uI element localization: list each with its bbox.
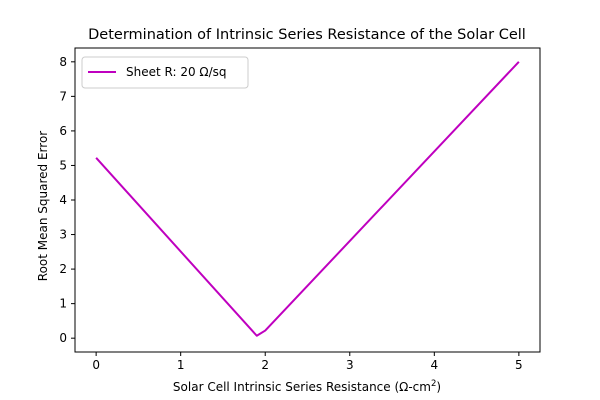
legend-label: Sheet R: 20 Ω/sq xyxy=(126,65,227,79)
chart-title: Determination of Intrinsic Series Resist… xyxy=(88,27,526,43)
y-tick-label: 7 xyxy=(59,89,67,103)
y-tick-label: 6 xyxy=(59,124,67,138)
x-tick-label: 3 xyxy=(346,358,354,372)
y-tick-label: 8 xyxy=(59,55,67,69)
legend: Sheet R: 20 Ω/sq xyxy=(81,56,249,89)
x-axis-label: Solar Cell Intrinsic Series Resistance (… xyxy=(173,379,441,394)
axes-frame xyxy=(74,47,541,353)
y-tick-label: 1 xyxy=(59,297,67,311)
y-tick-label: 5 xyxy=(59,158,67,172)
legend-box xyxy=(81,56,249,89)
y-tick-label: 3 xyxy=(59,228,67,242)
x-tick-label: 5 xyxy=(515,358,523,372)
series-line-0 xyxy=(95,61,520,337)
y-tick-label: 0 xyxy=(59,331,67,345)
y-tick-label: 2 xyxy=(59,262,67,276)
x-tick-label: 1 xyxy=(177,358,185,372)
x-tick-label: 4 xyxy=(430,358,438,372)
x-tick-label: 2 xyxy=(261,358,269,372)
y-axis-label: Root Mean Squared Error xyxy=(36,131,50,282)
y-tick-label: 4 xyxy=(59,193,67,207)
x-tick-label: 0 xyxy=(92,358,100,372)
plot-area: 0 1 2 3 4 5 0 1 2 3 4 5 6 7 8 xyxy=(59,47,541,372)
